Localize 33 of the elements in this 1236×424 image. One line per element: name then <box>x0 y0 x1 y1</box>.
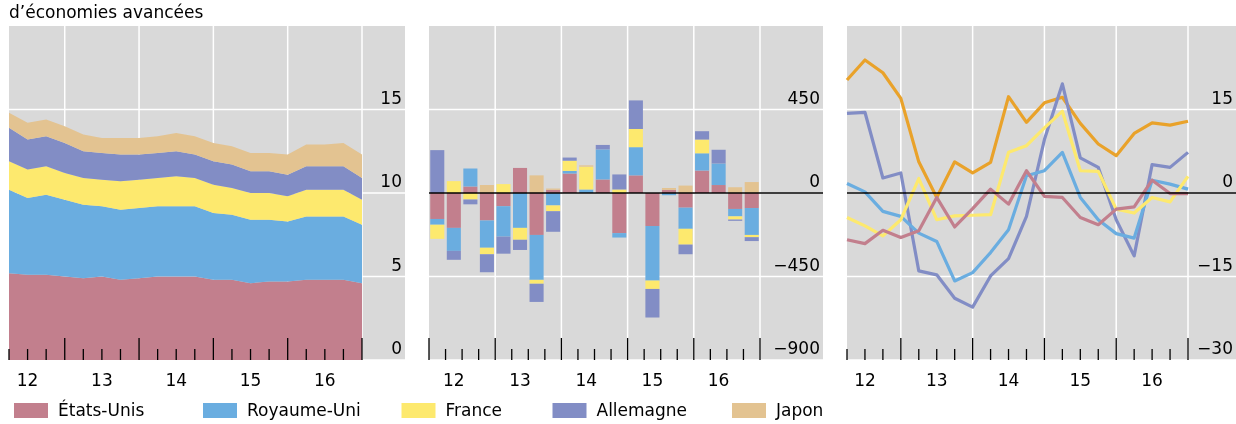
y-tick-label: 10 <box>380 171 402 191</box>
x-tick-label: 16 <box>1141 370 1163 390</box>
chart-title: d’économies avancées <box>9 2 204 22</box>
x-tick-label: 16 <box>314 370 336 390</box>
y-tick-label: 450 <box>787 87 820 108</box>
legend-label: Allemagne <box>596 400 688 420</box>
x-tick-label: 14 <box>997 370 1020 390</box>
x-tick-label: 15 <box>641 370 664 390</box>
x-tick-label: 14 <box>165 370 188 390</box>
y-tick-label: 15 <box>380 87 402 108</box>
x-tick-label: 12 <box>16 370 39 390</box>
x-tick-label: 15 <box>239 370 262 390</box>
y-tick-label: 0 <box>809 171 820 191</box>
y-tick-label: −900 <box>773 338 820 358</box>
y-tick-label: −15 <box>1197 254 1233 275</box>
x-tick-label: 14 <box>575 370 598 390</box>
y-tick-label: 0 <box>391 338 402 358</box>
y-tick-label: 0 <box>1222 171 1233 191</box>
y-tick-label: 5 <box>391 254 402 275</box>
x-tick-label: 12 <box>854 370 876 390</box>
x-tick-label: 15 <box>1069 370 1092 390</box>
legend-label: Royaume-Uni <box>247 400 361 420</box>
legend-label: Japon <box>775 400 824 420</box>
legend-label: États-Unis <box>58 399 145 420</box>
legend-label: France <box>445 400 503 420</box>
x-tick-label: 13 <box>925 370 948 390</box>
y-tick-label: 15 <box>1211 87 1233 108</box>
x-tick-label: 12 <box>443 370 465 390</box>
x-tick-label: 16 <box>707 370 730 390</box>
x-tick-label: 13 <box>509 370 531 390</box>
y-tick-label: −30 <box>1197 338 1233 358</box>
y-tick-label: −450 <box>773 254 820 275</box>
x-tick-label: 13 <box>91 370 113 390</box>
